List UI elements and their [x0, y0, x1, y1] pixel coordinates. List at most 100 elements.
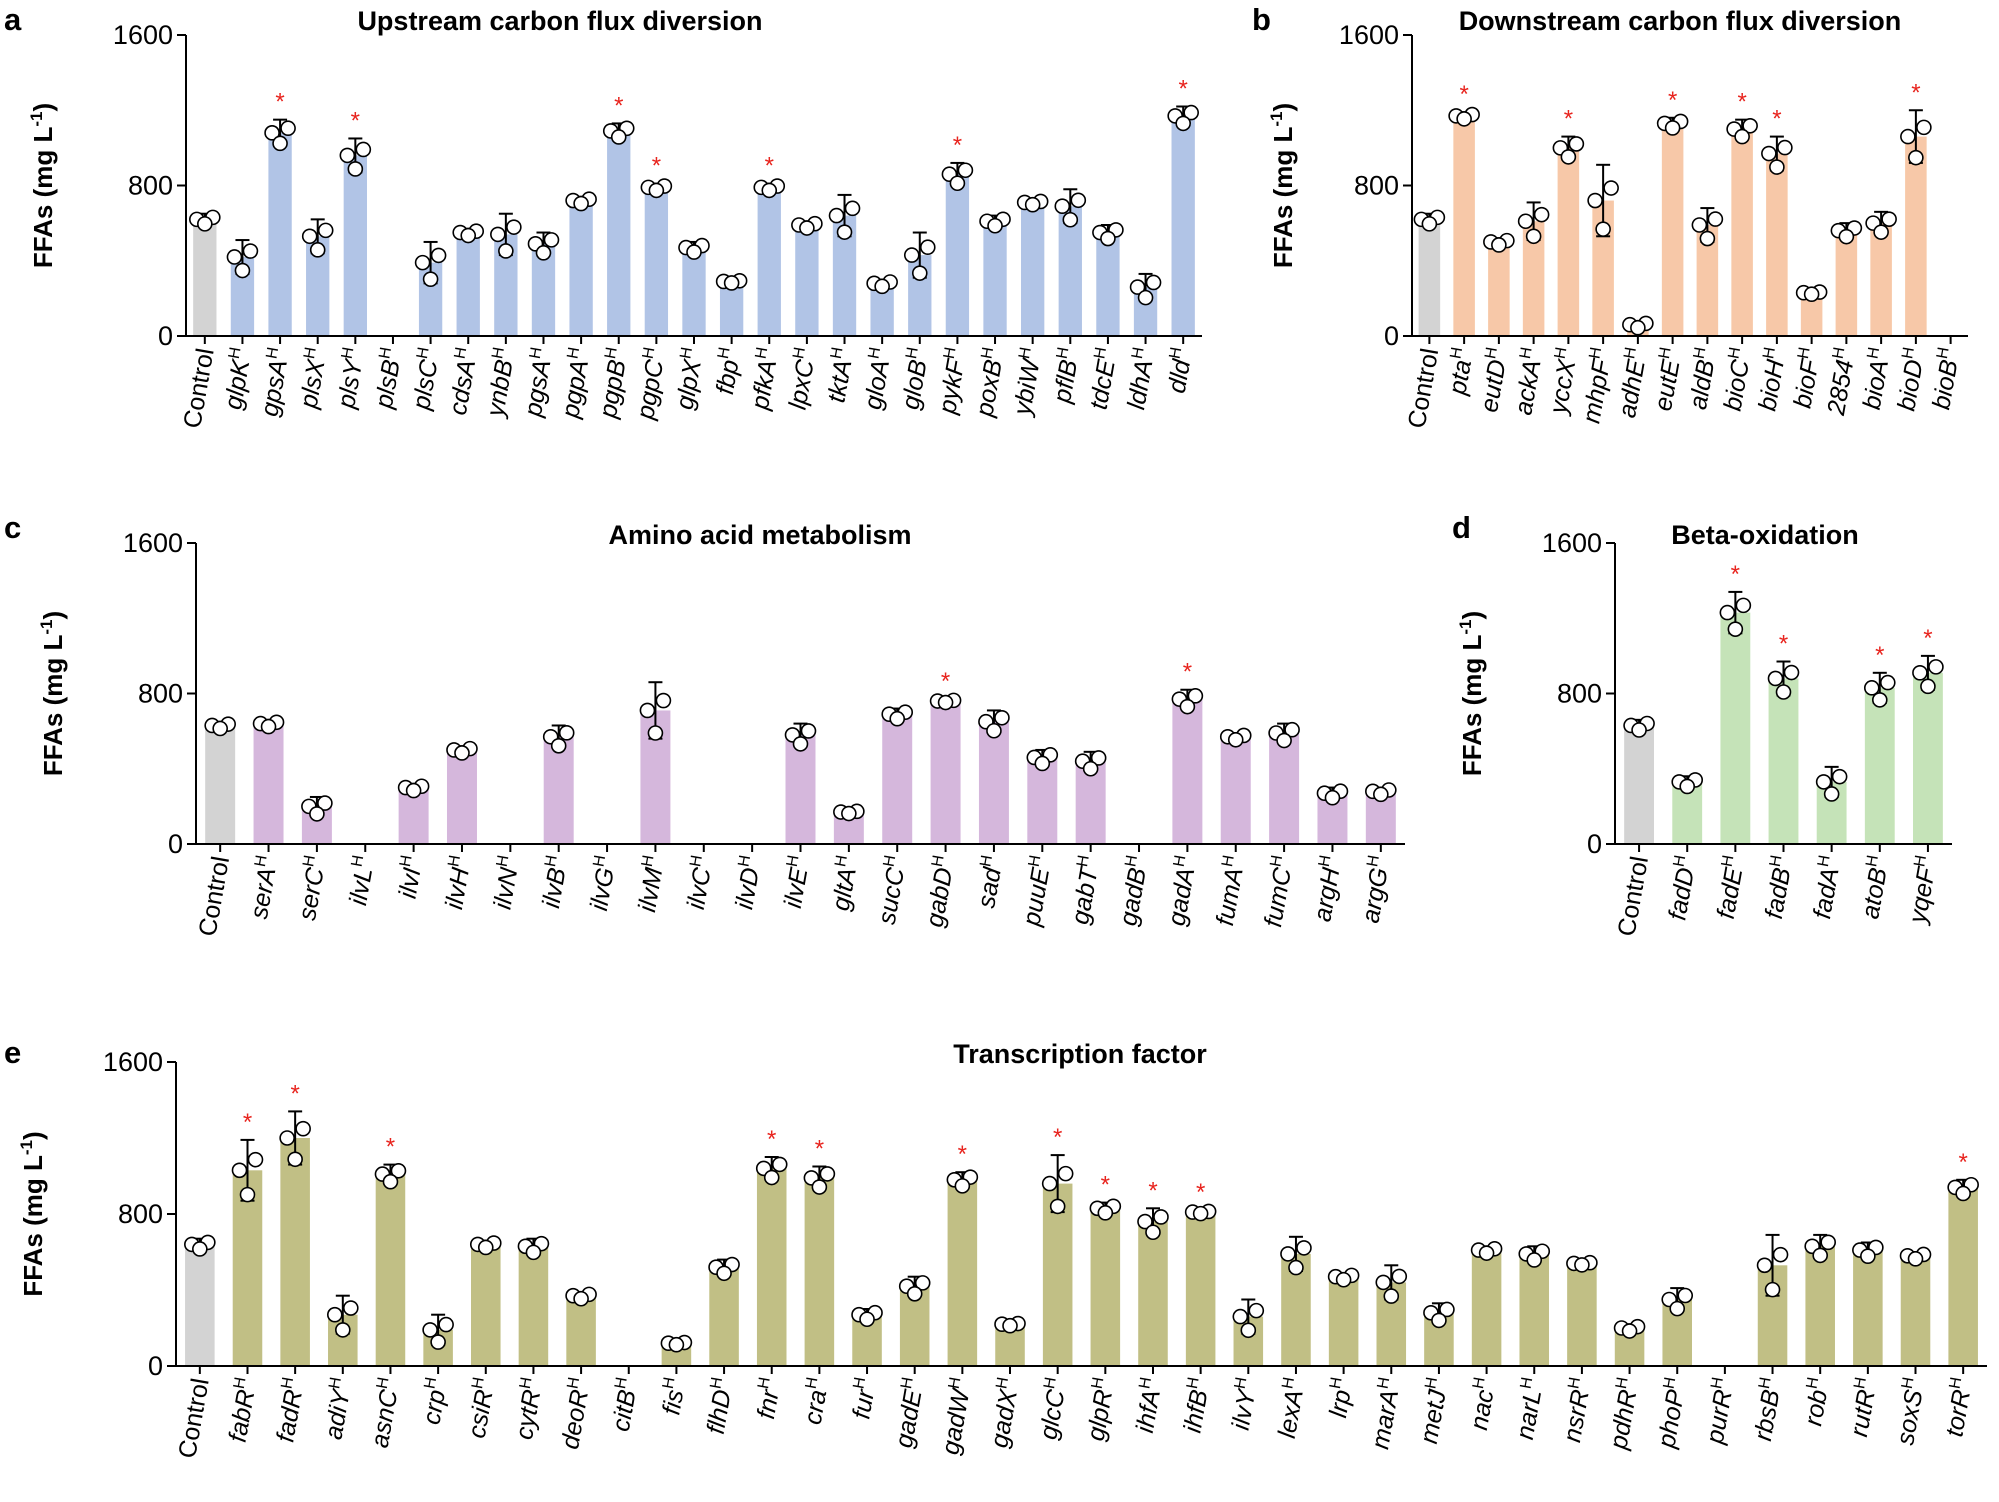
- xtick-label-a-ynbB: ynbBH: [479, 346, 521, 421]
- bar-d-Control: [1624, 725, 1654, 844]
- xtick-label-b-aldB: aldBH: [1682, 346, 1722, 412]
- significance-star-e-fnr: *: [767, 1126, 776, 1153]
- bar-e-lrp: [1328, 1276, 1359, 1366]
- bar-b-yccX: [1557, 147, 1580, 336]
- points-a-pgpA: [565, 191, 597, 212]
- significance-star-a-pgpB: *: [614, 92, 623, 119]
- xtick-label-e-lrp: lrpH: [1322, 1376, 1358, 1420]
- significance-star-c-gabD: *: [941, 668, 950, 695]
- bar-e-flhD: [709, 1267, 739, 1366]
- significance-star-a-dld: *: [1179, 75, 1188, 102]
- xtick-label-c-serA: serAH: [243, 854, 283, 921]
- bar-a-dld: [1171, 115, 1195, 336]
- xtick-label-c-serC: serCH: [291, 854, 332, 923]
- xtick-label-a-lpxC: lpxCH: [782, 346, 822, 412]
- xtick-label-e-glcC: glcCH: [1032, 1376, 1072, 1442]
- points-e-fadR: [279, 1120, 311, 1168]
- xtick-label-c-ilvL: ilvLH: [342, 854, 380, 908]
- xtick-label-a-tdcE: tdcEH: [1083, 346, 1123, 412]
- points-e-ihfB: [1184, 1203, 1217, 1222]
- xtick-label-b-eutE: eutEH: [1647, 346, 1687, 413]
- significance-star-e-cra: *: [815, 1136, 824, 1163]
- bar-d-yqeF: [1913, 672, 1943, 844]
- points-e-ihfA: [1137, 1209, 1169, 1241]
- xtick-label-c-gltA: gltAH: [825, 854, 864, 913]
- xtick-label-e-ilvY: ilvYH: [1225, 1376, 1264, 1432]
- xtick-label-a-gpsA: gpsAH: [254, 346, 295, 419]
- bar-c-sad: [978, 721, 1009, 844]
- bar-e-Control: [185, 1244, 215, 1366]
- bar-e-csiR: [471, 1244, 501, 1366]
- points-a-pfkA: [753, 178, 786, 199]
- points-b-bioA: [1865, 211, 1897, 240]
- xtick-label-c-ilvM: ilvMH: [631, 854, 670, 914]
- bar-c-gabD: [930, 701, 961, 844]
- points-e-crp: [422, 1316, 454, 1350]
- bar-b-bioC: [1731, 129, 1753, 336]
- bar-a-Control: [193, 219, 217, 336]
- points-c-argG: [1365, 782, 1397, 803]
- xtick-label-a-tktA: tktAH: [820, 346, 859, 405]
- points-a-ybiW: [1016, 193, 1049, 213]
- xtick-label-e-nac: nacH: [1463, 1376, 1502, 1432]
- xtick-label-a-ldhA: ldhAH: [1120, 346, 1160, 412]
- bar-b-eutD: [1488, 241, 1510, 336]
- significance-star-d-fadB: *: [1779, 631, 1788, 658]
- ytick-label-a-800: 800: [128, 171, 173, 201]
- bar-e-ihfB: [1185, 1212, 1216, 1366]
- xtick-label-e-glpR: glpRH: [1080, 1376, 1120, 1443]
- points-b-bioD: [1900, 119, 1932, 166]
- points-a-pgpC: [640, 178, 673, 199]
- ytick-label-e-0: 0: [148, 1351, 163, 1381]
- bar-a-plsY: [343, 155, 367, 336]
- bar-e-ihfA: [1138, 1221, 1168, 1366]
- points-e-pdhR: [1613, 1318, 1646, 1339]
- bar-c-ilvB: [543, 736, 574, 844]
- points-b-bioH: [1761, 139, 1793, 175]
- bar-d-fadE: [1720, 612, 1751, 844]
- significance-star-e-glcC: *: [1053, 1124, 1062, 1151]
- points-e-cra: [803, 1166, 836, 1195]
- points-e-adiY: [327, 1300, 359, 1338]
- xtick-label-e-fabR: fabRH: [222, 1376, 263, 1445]
- points-a-gloB: [903, 239, 936, 281]
- xtick-label-c-argH: argHH: [1306, 854, 1347, 924]
- bar-b-bioD: [1905, 136, 1927, 336]
- bar-a-pgpC: [644, 187, 669, 336]
- panel-c: c Amino acid metabolism FFAs (mg L-1) Con…: [4, 510, 1405, 938]
- xtick-label-e-deoR: deoRH: [554, 1376, 596, 1451]
- xtick-label-d-fadE: fadEH: [1710, 854, 1750, 921]
- bar-e-gadW: [947, 1179, 978, 1366]
- points-c-puuE: [1026, 747, 1059, 772]
- points-a-cdsA: [452, 223, 485, 244]
- bar-c-sucC: [882, 714, 913, 844]
- ytick-label-d-800: 800: [1557, 679, 1602, 709]
- xtick-label-c-gabT: gabTH: [1064, 854, 1105, 927]
- points-e-rutR: [1852, 1239, 1884, 1264]
- points-a-pgsA: [527, 232, 560, 261]
- points-d-fadA: [1815, 768, 1848, 802]
- panel-b-title: Downstream carbon flux diversion: [1459, 6, 1902, 36]
- xtick-label-e-citB: citBH: [605, 1376, 644, 1434]
- xtick-label-a-pgpA: pgpAH: [554, 346, 596, 421]
- points-d-fadD: [1671, 772, 1704, 795]
- panel-d-ylabel: FFAs (mg L-1): [1456, 611, 1487, 776]
- significance-star-d-yqeF: *: [1923, 625, 1932, 652]
- ytick-label-e-1600: 1600: [103, 1047, 163, 1077]
- bar-c-ilvE: [785, 734, 816, 844]
- significance-star-d-atoB: *: [1875, 642, 1884, 669]
- points-d-yqeF: [1912, 659, 1944, 695]
- ytick-label-b-800: 800: [1354, 171, 1399, 201]
- significance-star-e-torR: *: [1958, 1149, 1967, 1176]
- bar-e-nsrR: [1567, 1263, 1597, 1366]
- xtick-label-e-fnr: fnrH: [750, 1376, 787, 1421]
- xtick-label-a-cdsA: cdsAH: [442, 346, 483, 417]
- xtick-label-a-pfkA: pfkAH: [744, 346, 784, 413]
- significance-star-e-fadR: *: [290, 1080, 299, 1107]
- points-a-dld: [1167, 104, 1199, 132]
- xtick-label-e-fadR: fadRH: [269, 1376, 310, 1445]
- points-b-eutD: [1483, 232, 1515, 253]
- points-b-pta: [1448, 106, 1480, 127]
- significance-star-b-eutE: *: [1668, 87, 1677, 114]
- bar-c-puuE: [1027, 757, 1058, 844]
